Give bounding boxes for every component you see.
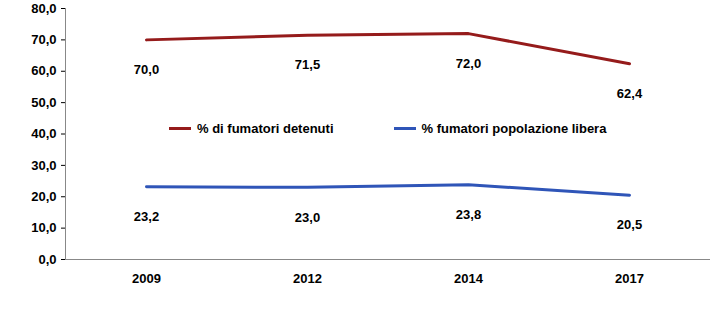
svg-text:2012: 2012 [293, 271, 322, 286]
svg-text:2014: 2014 [454, 271, 484, 286]
svg-text:23,8: 23,8 [456, 207, 481, 222]
svg-text:0,0: 0,0 [38, 252, 56, 267]
svg-text:50,0: 50,0 [31, 95, 56, 110]
svg-text:72,0: 72,0 [456, 56, 481, 71]
svg-text:30,0: 30,0 [31, 158, 56, 173]
svg-text:20,0: 20,0 [31, 189, 56, 204]
svg-text:71,5: 71,5 [295, 57, 320, 72]
svg-text:60,0: 60,0 [31, 63, 56, 78]
svg-text:20,5: 20,5 [617, 217, 642, 232]
svg-text:80,0: 80,0 [31, 1, 56, 16]
svg-text:2009: 2009 [132, 271, 161, 286]
html-text:% fumatori popolazione libera: % fumatori popolazione libera [421, 121, 607, 136]
svg-text:2017: 2017 [615, 271, 644, 286]
svg-text:62,4: 62,4 [617, 86, 643, 101]
svg-text:10,0: 10,0 [31, 220, 56, 235]
svg-text:23,0: 23,0 [295, 209, 320, 224]
svg-text:40,0: 40,0 [31, 126, 56, 141]
html-text:% di fumatori detenuti: % di fumatori detenuti [197, 121, 334, 136]
svg-text:23,2: 23,2 [134, 209, 159, 224]
svg-text:70,0: 70,0 [31, 32, 56, 47]
svg-text:70,0: 70,0 [134, 62, 159, 77]
